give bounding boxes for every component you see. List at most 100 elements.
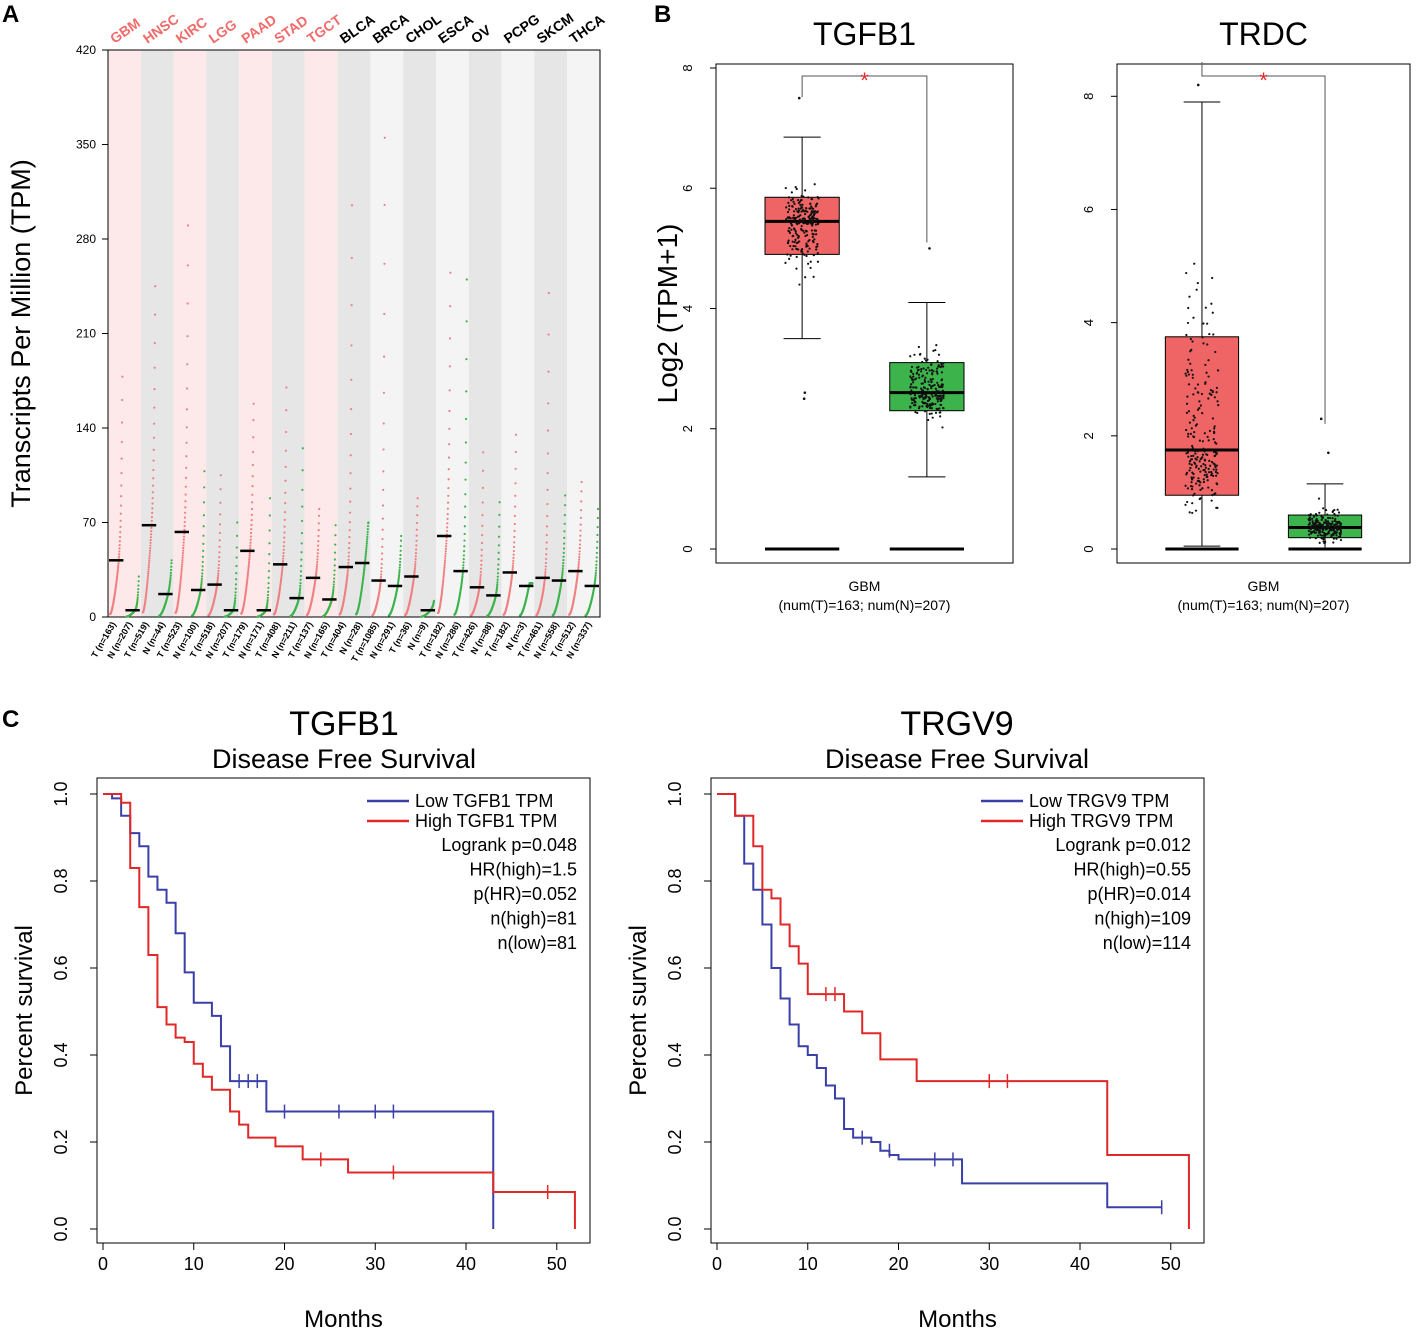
expression-point <box>234 594 237 597</box>
cancer-band <box>206 50 240 617</box>
expression-point <box>479 578 482 581</box>
jitter-point <box>795 187 798 191</box>
jitter-point <box>927 418 930 422</box>
expression-point <box>281 568 284 571</box>
jitter-point <box>918 376 921 379</box>
x-tick-label: 30 <box>979 1254 999 1274</box>
expression-point <box>267 569 271 573</box>
jitter-point <box>1187 435 1190 438</box>
survival-curve <box>103 793 576 1229</box>
cancer-label: BRCA <box>370 10 412 46</box>
expression-point <box>563 542 566 545</box>
expression-point <box>399 553 402 557</box>
jitter-point <box>921 375 924 378</box>
expression-point <box>301 447 304 450</box>
jitter-point <box>1308 523 1311 526</box>
jitter-point <box>912 381 915 384</box>
jitter-point <box>938 385 941 388</box>
expression-point <box>463 525 466 528</box>
expression-point <box>333 569 336 572</box>
outlier-point <box>1327 451 1330 455</box>
expression-point <box>399 560 402 564</box>
jitter-point <box>941 385 944 389</box>
jitter-point <box>802 195 805 198</box>
expression-point <box>444 557 447 560</box>
jitter-point <box>804 276 807 279</box>
jitter-point <box>910 377 913 380</box>
jitter-point <box>788 208 791 211</box>
jitter-point <box>920 382 923 385</box>
x-tick-label: 0 <box>712 1254 722 1274</box>
jitter-point <box>915 377 918 380</box>
jitter-point <box>1315 519 1318 522</box>
jitter-point <box>1197 391 1200 394</box>
cancer-label: BLCA <box>337 11 378 46</box>
cancer-label: PCPG <box>501 11 543 47</box>
jitter-point <box>941 426 944 429</box>
expression-point <box>170 559 173 562</box>
cancer-band <box>140 50 174 617</box>
km-subtitle: Disease Free Survival <box>212 744 476 774</box>
expression-point <box>148 557 151 560</box>
expression-point <box>479 580 482 583</box>
cancer-label: GBM <box>107 15 143 47</box>
expression-point <box>146 580 149 583</box>
expression-point <box>350 407 353 411</box>
expression-point <box>580 500 583 503</box>
jitter-point <box>795 241 799 245</box>
jitter-point <box>1192 393 1195 396</box>
expression-point <box>512 556 515 559</box>
expression-point <box>181 559 184 562</box>
expression-point <box>183 528 186 531</box>
expression-point <box>179 579 182 582</box>
expression-point <box>218 539 221 542</box>
expression-point <box>380 566 383 570</box>
y-tick-label: 2 <box>680 425 695 432</box>
jitter-point <box>1191 340 1194 343</box>
expression-point <box>413 567 417 570</box>
outlier-point <box>1319 417 1323 421</box>
expression-point <box>186 363 189 366</box>
expression-point <box>382 470 385 473</box>
jitter-point <box>1213 425 1216 428</box>
jitter-point <box>1328 516 1332 520</box>
jitter-point <box>1330 527 1333 530</box>
expression-point <box>121 375 124 378</box>
jitter-point <box>1211 311 1214 314</box>
jitter-point <box>921 393 924 397</box>
expression-point <box>136 598 139 601</box>
jitter-point <box>923 380 927 384</box>
expression-point <box>381 537 384 541</box>
expression-point <box>399 557 402 560</box>
jitter-point <box>1201 440 1204 443</box>
expression-point <box>267 590 270 593</box>
expression-point <box>333 573 336 576</box>
expression-point <box>514 482 517 485</box>
expression-point <box>219 501 222 504</box>
jitter-point <box>816 243 819 246</box>
jitter-point <box>1205 475 1208 479</box>
jitter-point <box>921 360 924 364</box>
jitter-point <box>1211 276 1214 280</box>
jitter-point <box>792 217 795 220</box>
expression-point <box>364 559 367 562</box>
jitter-point <box>795 255 798 259</box>
jitter-point <box>936 360 939 363</box>
expression-point <box>169 580 172 583</box>
jitter-point <box>1209 389 1213 392</box>
expression-point <box>218 556 221 559</box>
jitter-point <box>912 372 915 376</box>
y-tick-label: 0 <box>1081 545 1096 552</box>
jitter-point <box>1190 463 1193 466</box>
expression-point <box>563 504 567 507</box>
jitter-point <box>799 203 802 206</box>
expression-point <box>202 514 205 517</box>
expression-point <box>301 488 304 491</box>
expression-point <box>148 549 152 552</box>
expression-point <box>301 505 304 508</box>
jitter-point <box>800 227 803 231</box>
jitter-point <box>1217 404 1220 407</box>
jitter-point <box>1204 470 1207 474</box>
expression-point <box>448 443 451 446</box>
jitter-point <box>1216 400 1219 403</box>
